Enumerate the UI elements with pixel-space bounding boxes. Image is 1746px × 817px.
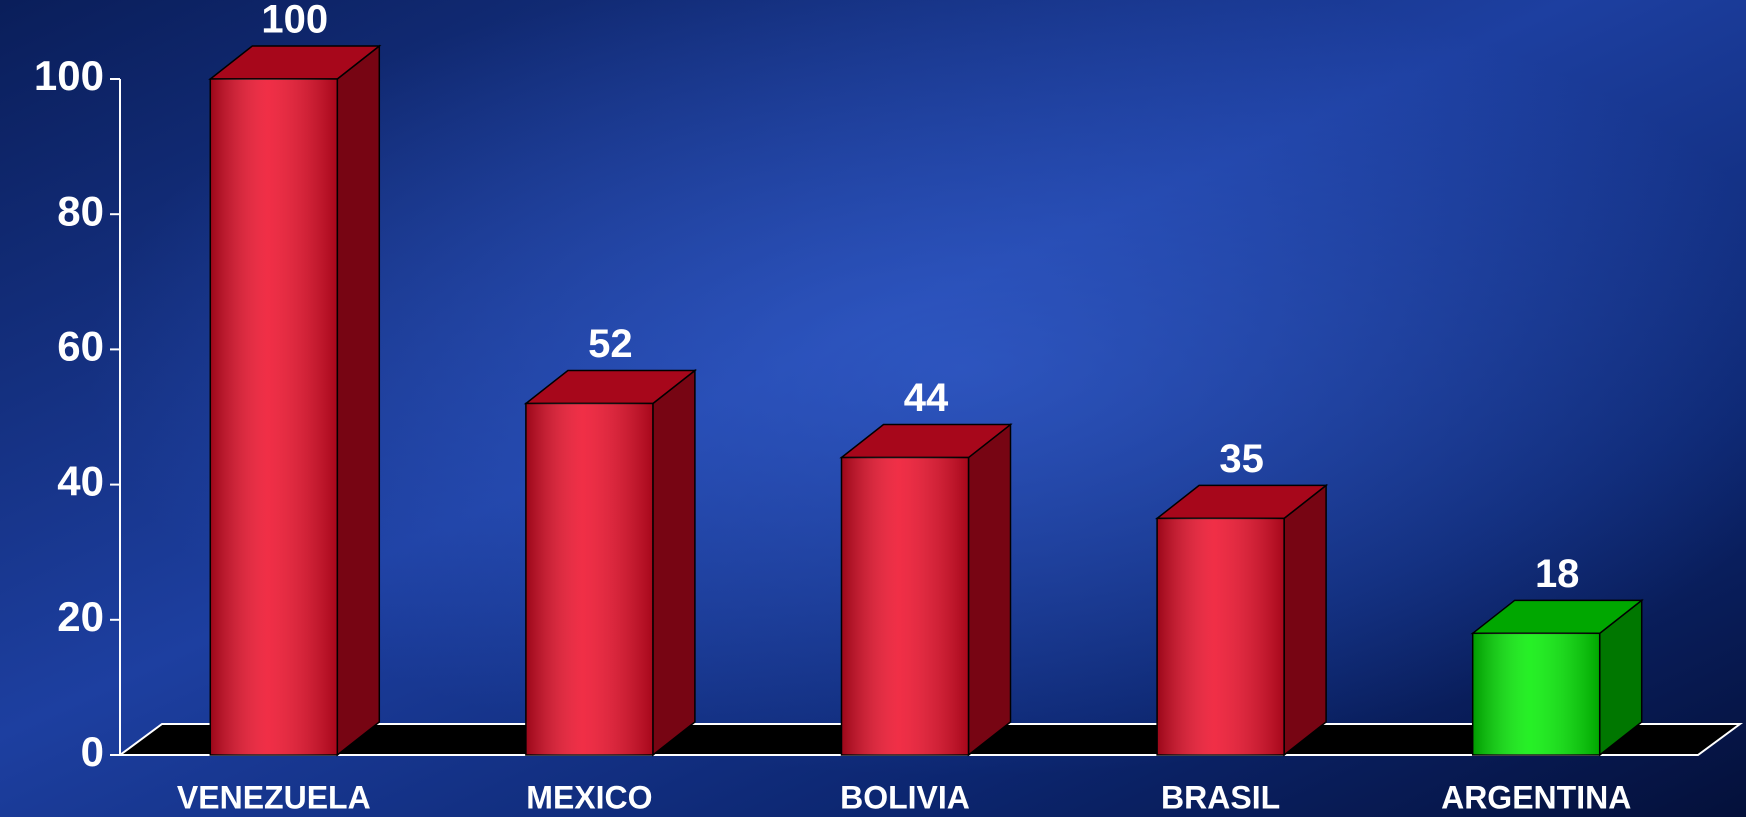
y-tick-label: 40 <box>57 458 104 505</box>
value-label: 44 <box>904 376 949 420</box>
bar-side <box>967 423 1012 757</box>
bar-shine <box>1472 633 1600 755</box>
y-tick-label: 20 <box>57 593 104 640</box>
y-tick-label: 0 <box>81 728 104 775</box>
x-tick-label: VENEZUELA <box>177 779 371 815</box>
y-tick-label: 60 <box>57 322 104 369</box>
value-label: 35 <box>1219 437 1264 481</box>
value-label: 100 <box>261 0 328 42</box>
y-tick-label: 100 <box>34 52 104 99</box>
x-tick-label: BRASIL <box>1161 779 1280 815</box>
x-tick-label: ARGENTINA <box>1441 779 1631 815</box>
value-label: 52 <box>588 322 633 366</box>
bar-shine <box>1157 518 1285 755</box>
bar-side <box>336 44 381 757</box>
value-label: 18 <box>1535 552 1580 596</box>
y-tick-label: 80 <box>57 187 104 234</box>
x-tick-label: MEXICO <box>526 779 652 815</box>
bar-side <box>1283 483 1327 757</box>
bar-shine <box>525 403 653 755</box>
x-tick-label: BOLIVIA <box>840 779 970 815</box>
bar-shine <box>210 79 338 755</box>
bar-shine <box>841 457 969 755</box>
bar-side <box>652 368 696 757</box>
